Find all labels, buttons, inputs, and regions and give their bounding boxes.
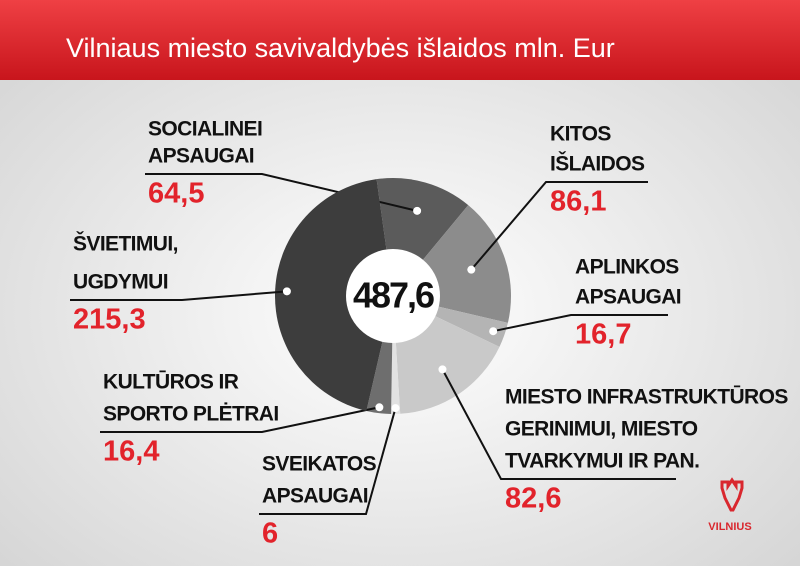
category-label: ŠVIETIMUI, [73, 232, 178, 256]
category-label: APSAUGAI [262, 485, 368, 508]
leader-dot [489, 327, 498, 336]
leader-dot [413, 206, 422, 215]
category-label: MIESTO INFRASTRUKTŪROS [505, 386, 788, 409]
leader-line [470, 181, 648, 271]
leader-dot [282, 287, 291, 296]
logo-text: VILNIUS [708, 521, 751, 533]
category-label: KULTŪROS IR [103, 371, 239, 394]
value-label: 86,1 [550, 186, 606, 218]
value-label: 82,6 [505, 483, 561, 515]
category-label: KITOS [550, 123, 611, 146]
category-label: TVARKYMUI IR PAN. [505, 450, 699, 473]
leader-line [259, 407, 397, 515]
category-label: APLINKOS [575, 256, 679, 279]
donut-chart: SOCIALINEI APSAUGAI 64,5 KITOS IŠLAIDOS 86,1 A… [70, 118, 789, 550]
value-label: 64,5 [148, 178, 204, 210]
category-label: UGDYMUI [73, 271, 168, 294]
category-label: GERINIMUI, MIESTO [505, 418, 698, 441]
title: Vilniaus miesto savivaldybės išlaidos ml… [66, 33, 615, 63]
total-label: 487,6 [353, 275, 434, 316]
leader-line [70, 290, 287, 301]
value-label: 6 [262, 518, 278, 550]
leader-line [441, 368, 676, 480]
leader-line [492, 314, 668, 333]
category-label: APSAUGAI [148, 145, 254, 168]
total-circle [346, 249, 440, 343]
leader-dot [467, 265, 476, 274]
slice [274, 179, 393, 411]
category-label: SOCIALINEI [148, 118, 262, 141]
value-label: 16,7 [575, 319, 631, 351]
leader-dot [438, 365, 447, 374]
header [0, 0, 800, 80]
leader-dot [391, 404, 400, 413]
category-label: IŠLAIDOS [550, 152, 645, 176]
logo-icon [720, 477, 744, 512]
value-label: 215,3 [73, 304, 146, 336]
leader-line [100, 406, 380, 433]
value-label: 16,4 [103, 436, 159, 468]
category-label: SVEIKATOS [262, 453, 377, 476]
category-label: APSAUGAI [575, 286, 681, 309]
leader-dot [375, 403, 384, 412]
category-label: SPORTO PLĖTRAI [103, 403, 279, 426]
